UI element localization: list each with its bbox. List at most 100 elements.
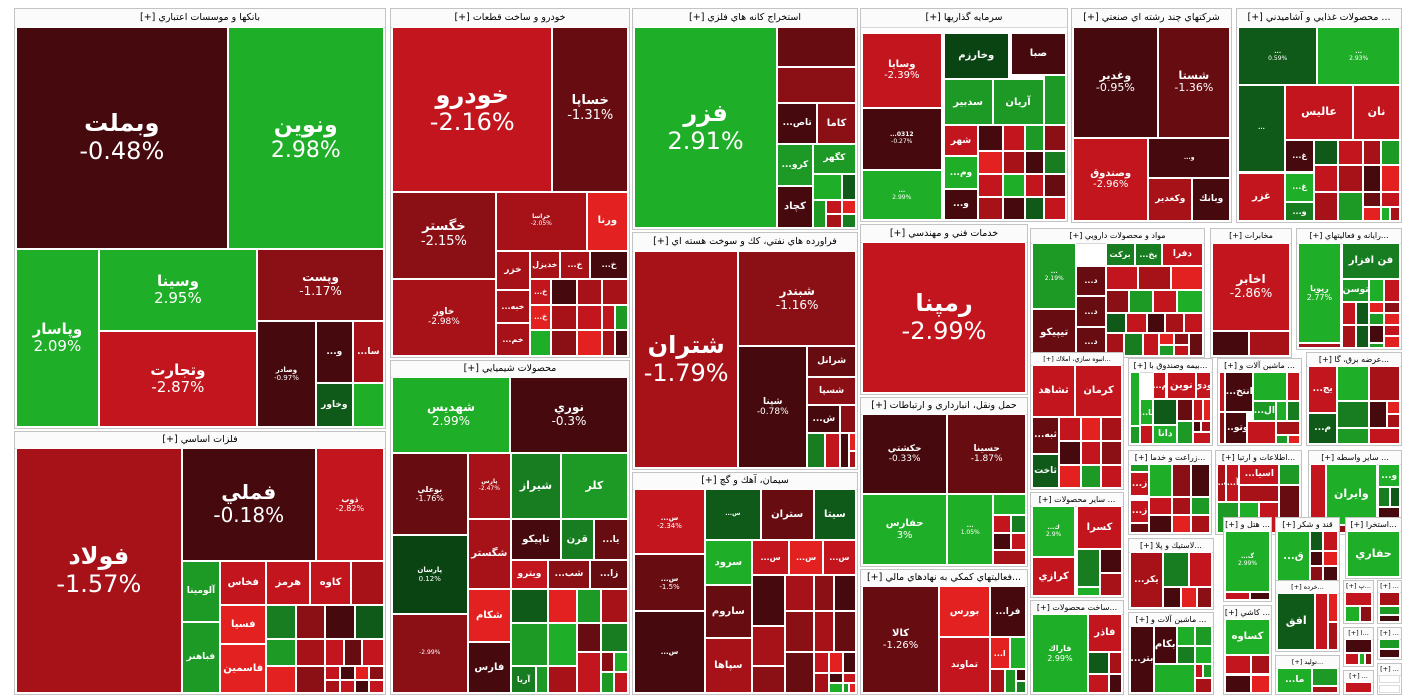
stock-tile[interactable] (1338, 164, 1363, 192)
stock-tile[interactable]: حسينا -1.87% (947, 414, 1026, 495)
stock-tile[interactable]: ...و (943, 189, 979, 220)
stock-tile[interactable]: ستران (760, 489, 814, 540)
stock-tile[interactable] (1105, 265, 1138, 291)
sector-header-auto[interactable]: خودرو و ساخت قطعات [+] (391, 9, 629, 28)
stock-tile[interactable] (1362, 191, 1381, 208)
stock-tile[interactable] (1043, 173, 1066, 197)
stock-tile[interactable]: تماوند (939, 637, 990, 693)
stock-tile[interactable]: ساروم (705, 584, 752, 638)
stock-tile[interactable]: اخابر -2.86% (1212, 243, 1290, 332)
stock-tile[interactable] (600, 623, 628, 652)
stock-tile[interactable] (511, 623, 548, 667)
stock-tile[interactable]: وايران (1326, 464, 1377, 525)
stock-tile[interactable] (1143, 333, 1159, 356)
stock-tile[interactable] (1173, 344, 1190, 356)
stock-tile[interactable]: كساوه (1225, 619, 1270, 655)
stock-tile[interactable]: توسن (1341, 278, 1370, 302)
stock-tile[interactable] (1337, 401, 1369, 429)
stock-tile[interactable]: خراسا -2.05% (495, 191, 587, 251)
stock-tile[interactable] (1176, 420, 1194, 444)
stock-tile[interactable] (1225, 591, 1250, 600)
stock-tile[interactable] (343, 639, 362, 667)
stock-tile[interactable] (1275, 420, 1300, 436)
stock-tile[interactable] (840, 405, 856, 434)
stock-tile[interactable] (577, 588, 601, 624)
stock-tile[interactable] (1249, 331, 1290, 356)
stock-tile[interactable] (266, 666, 296, 693)
stock-tile[interactable] (812, 199, 827, 228)
stock-tile[interactable] (1002, 125, 1026, 151)
stock-tile[interactable] (1323, 550, 1338, 567)
stock-tile[interactable] (325, 604, 355, 640)
stock-tile[interactable]: ...خ (530, 278, 552, 305)
stock-tile[interactable] (1379, 614, 1400, 622)
stock-tile[interactable] (849, 450, 856, 468)
sector-header-machinery-lower[interactable]: ... ماشين آلات و [+] (1129, 613, 1213, 627)
stock-tile[interactable] (841, 199, 856, 214)
stock-tile[interactable] (1129, 290, 1154, 314)
stock-tile[interactable] (1011, 533, 1026, 550)
stock-tile[interactable] (1337, 428, 1369, 444)
stock-tile[interactable] (1251, 654, 1270, 675)
stock-tile[interactable]: سرود (705, 540, 752, 585)
stock-tile[interactable] (1327, 593, 1338, 622)
stock-tile[interactable] (1139, 425, 1154, 444)
stock-tile[interactable] (1138, 265, 1171, 291)
stock-tile[interactable]: فباهنر (181, 621, 221, 693)
stock-tile[interactable] (1345, 605, 1360, 622)
stock-tile[interactable]: شهر (943, 125, 979, 157)
stock-tile[interactable]: خديزل (530, 250, 560, 279)
stock-tile[interactable] (989, 669, 1005, 693)
stock-tile[interactable]: غزر (1238, 172, 1285, 221)
sector-header-drilling[interactable]: ...استخرا [+] (1346, 518, 1401, 532)
stock-tile[interactable] (1345, 682, 1372, 693)
stock-tile[interactable] (826, 213, 842, 228)
stock-tile[interactable]: ...خ (590, 250, 628, 279)
stock-tile[interactable]: صبا (1010, 32, 1066, 76)
stock-tile[interactable]: ...زا (590, 560, 628, 589)
stock-tile[interactable] (829, 672, 843, 683)
stock-tile[interactable] (530, 329, 552, 356)
stock-tile[interactable] (813, 574, 834, 612)
stock-tile[interactable]: پارس -2.47% (467, 452, 512, 520)
stock-tile[interactable]: ...يا (1139, 399, 1154, 426)
stock-tile[interactable]: ...ثبه (1032, 416, 1059, 454)
stock-tile[interactable] (1189, 552, 1212, 587)
stock-tile[interactable] (602, 278, 628, 305)
stock-tile[interactable] (1369, 342, 1384, 348)
stock-tile[interactable]: رمپنا -2.99% (862, 242, 1026, 393)
stock-tile[interactable] (1190, 497, 1210, 516)
stock-tile[interactable] (1369, 313, 1384, 325)
stock-tile[interactable]: ...بتر (1130, 626, 1154, 693)
stock-tile[interactable]: ...م (1308, 412, 1338, 444)
stock-tile[interactable]: خودرو -2.16% (392, 27, 553, 192)
stock-tile[interactable]: ... (1238, 85, 1285, 173)
stock-tile[interactable] (1025, 196, 1044, 220)
stock-tile[interactable]: قرن (560, 519, 594, 561)
stock-tile[interactable] (993, 515, 1012, 534)
stock-tile[interactable]: خاور -2.98% (392, 278, 496, 356)
stock-tile[interactable]: ...د (1076, 265, 1106, 297)
stock-tile[interactable]: ...تاص (777, 103, 818, 144)
stock-tile[interactable]: ثاخت (1032, 453, 1059, 488)
stock-tile[interactable] (993, 549, 1026, 565)
stock-tile[interactable]: كاما (817, 103, 856, 144)
stock-tile[interactable] (1356, 301, 1370, 325)
stock-tile[interactable]: كرازي (1032, 557, 1076, 596)
stock-tile[interactable] (1193, 432, 1211, 444)
stock-tile[interactable]: تيپيكو (1032, 308, 1077, 356)
stock-tile[interactable] (1004, 669, 1017, 693)
stock-tile[interactable] (1105, 290, 1130, 314)
stock-tile[interactable]: كلر (560, 452, 628, 520)
stock-tile[interactable]: سپاها (705, 637, 752, 693)
stock-tile[interactable] (1387, 401, 1400, 415)
stock-tile[interactable] (1338, 139, 1363, 165)
stock-tile[interactable] (1219, 411, 1226, 444)
stock-tile[interactable] (1180, 586, 1198, 608)
stock-tile[interactable] (361, 639, 384, 667)
stock-tile[interactable]: وپست -1.17% (257, 249, 384, 321)
stock-tile[interactable] (1379, 592, 1400, 606)
stock-tile[interactable] (1368, 428, 1400, 444)
stock-tile[interactable] (1380, 191, 1400, 208)
stock-tile[interactable] (547, 588, 578, 624)
